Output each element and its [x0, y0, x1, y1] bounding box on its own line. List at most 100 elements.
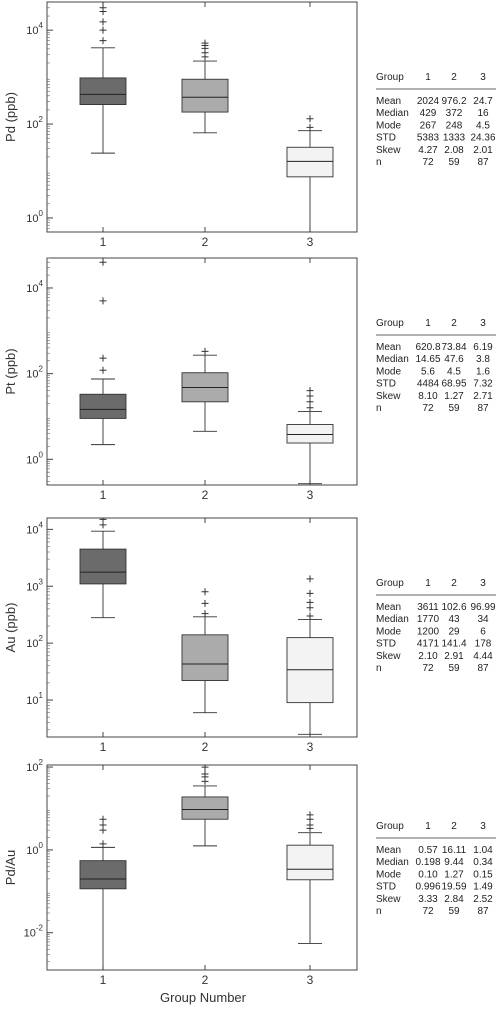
stats-row-label: Mean [376, 342, 401, 353]
stats-row-label: STD [376, 639, 396, 650]
stats-cell: 4.44 [473, 651, 493, 662]
y-tick-label: 102 [26, 634, 43, 650]
outlier-marker [201, 770, 209, 778]
stats-header-cell: 3 [480, 821, 486, 832]
stats-cell: 7.32 [473, 379, 493, 390]
boxes [79, 258, 334, 485]
stats-row-label: Mode [376, 626, 401, 637]
stats-cell: 1.27 [444, 869, 464, 880]
stats-table: Group 1 2 3 Mean 620.8 73.84 6.19 Median 14.65 47.… [376, 318, 496, 414]
stats-cell: 1200 [417, 626, 440, 637]
y-tick-label: 104 [26, 279, 43, 295]
stats-header-cell: 1 [425, 821, 431, 832]
stats-cell: 59 [448, 157, 460, 168]
stats-header-cell: Group [376, 821, 404, 832]
outlier-marker [306, 598, 314, 606]
stats-row-label: Median [376, 614, 409, 625]
panel-2: 100 102 104 Pt (ppb) 1 2 3 Group 1 2 3 Mean 620.8 73.… [3, 257, 496, 502]
y-tick-label: 102 [26, 365, 43, 381]
stats-header-cell: 1 [425, 578, 431, 589]
outlier-marker [99, 840, 107, 848]
stats-cell: 0.10 [418, 869, 438, 880]
stats-cell: 87 [477, 663, 489, 674]
stats-cell: 59 [448, 906, 460, 917]
stats-row-label: Mode [376, 869, 401, 880]
stats-cell: 372 [446, 108, 463, 119]
y-tick-label: 102 [26, 758, 43, 774]
stats-cell: 34 [477, 614, 489, 625]
box-group-1 [79, 77, 127, 106]
x-tick-label: 3 [307, 740, 314, 754]
y-axis-label: Pd/Au [3, 850, 18, 885]
y-tick-label: 10-2 [24, 924, 44, 940]
stats-cell: 248 [446, 120, 463, 131]
stats-cell: 2.91 [444, 651, 464, 662]
stats-cell: 9.44 [444, 857, 464, 868]
box-group-3 [286, 424, 334, 444]
stats-table: Group 1 2 3 Mean 2024 976.2 24.7 Median 429 372 16 M… [376, 72, 496, 168]
x-tick-label: 2 [202, 973, 209, 987]
x-tick-label: 1 [100, 973, 107, 987]
stats-cell: 2.10 [418, 651, 438, 662]
outlier-marker [99, 26, 107, 34]
stats-cell: 267 [420, 120, 437, 131]
stats-cell: 102.6 [441, 602, 466, 613]
x-tick-label: 1 [100, 235, 107, 249]
stats-cell: 59 [448, 403, 460, 414]
outlier-marker [99, 366, 107, 374]
outlier-marker [306, 387, 314, 395]
axes-frame [46, 764, 358, 971]
stats-cell: 0.34 [473, 857, 493, 868]
outlier-marker [306, 123, 314, 131]
outlier-marker [306, 575, 314, 583]
stats-cell: 4.5 [447, 366, 461, 377]
x-tick-label: 1 [100, 488, 107, 502]
stats-row-label: n [376, 663, 382, 674]
stats-header-cell: 3 [480, 578, 486, 589]
panel-1: 100 102 104 Pd (ppb) 1 2 3 Group 1 2 3 Mean 2024 976.… [3, 1, 496, 249]
stats-row-label: Skew [376, 894, 401, 905]
outlier-marker [201, 347, 209, 355]
outlier-marker [99, 4, 107, 12]
stats-header-cell: Group [376, 72, 404, 83]
stats-table: Group 1 2 3 Mean 0.57 16.11 1.04 Median 0.198 9.44… [376, 821, 496, 917]
stats-row-label: Mean [376, 96, 401, 107]
outlier-marker [99, 354, 107, 362]
box-group-3 [286, 844, 334, 881]
stats-row-label: Skew [376, 651, 401, 662]
stats-cell: 24.7 [473, 96, 493, 107]
stats-header-cell: 2 [451, 578, 457, 589]
stats-cell: 0.15 [473, 869, 493, 880]
stats-cell: 1333 [443, 133, 466, 144]
stats-row-label: STD [376, 882, 396, 893]
x-tick-label: 2 [202, 488, 209, 502]
stats-cell: 3611 [417, 602, 439, 613]
stats-cell: 59 [448, 663, 460, 674]
stats-cell: 8.10 [418, 391, 438, 402]
y-axis-label: Pd (ppb) [3, 92, 18, 142]
stats-cell: 87 [477, 403, 489, 414]
box-group-2 [181, 78, 229, 113]
stats-header-cell: Group [376, 578, 404, 589]
boxes [79, 518, 334, 735]
outlier-marker [201, 610, 209, 618]
stats-row-label: Mean [376, 845, 401, 856]
stats-cell: 620.8 [415, 342, 440, 353]
stats-cell: 4.5 [476, 120, 490, 131]
boxes [79, 765, 334, 970]
stats-cell: 47.6 [444, 354, 464, 365]
x-tick-label: 3 [307, 235, 314, 249]
box-group-2 [181, 634, 229, 681]
outlier-marker [99, 297, 107, 305]
stats-cell: 2.84 [444, 894, 464, 905]
x-axis-label: Group Number [160, 990, 247, 1005]
stats-cell: 4.27 [418, 145, 438, 156]
stats-cell: 1.04 [473, 845, 493, 856]
stats-cell: 2024 [417, 96, 440, 107]
outlier-marker [201, 39, 209, 47]
axes-frame [46, 517, 358, 738]
outlier-marker [201, 588, 209, 596]
stats-cell: 0.57 [418, 845, 438, 856]
